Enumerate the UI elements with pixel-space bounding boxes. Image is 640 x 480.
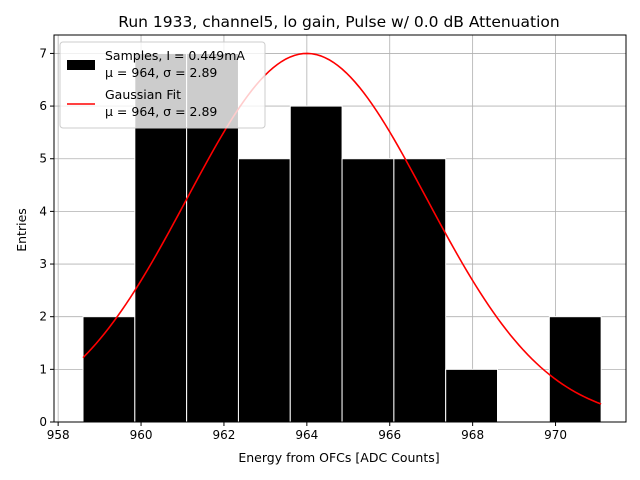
plot-frame xyxy=(53,34,627,423)
y-tick-label: 4 xyxy=(39,204,47,218)
legend-samples-label: Samples, I = 0.449mA xyxy=(105,48,245,63)
x-tick-label: 958 xyxy=(47,428,70,442)
x-tick-label: 964 xyxy=(295,428,318,442)
x-tick-label: 968 xyxy=(461,428,484,442)
histogram-bar xyxy=(445,368,499,423)
y-tick-label: 7 xyxy=(39,46,47,60)
chart-title: Run 1933, channel5, lo gain, Pulse w/ 0.… xyxy=(118,13,559,31)
legend-fit-label: Gaussian Fit xyxy=(105,87,181,102)
x-axis-label: Energy from OFCs [ADC Counts] xyxy=(238,450,439,465)
y-tick-label: 0 xyxy=(39,415,47,429)
x-tick-label: 960 xyxy=(130,428,153,442)
histogram-bars xyxy=(82,52,602,423)
y-tick-label: 6 xyxy=(39,99,47,113)
y-axis-label: Entries xyxy=(14,208,29,252)
y-tick-label: 5 xyxy=(39,152,47,166)
legend-fit-stats: μ = 964, σ = 2.89 xyxy=(105,104,217,119)
y-tick-label: 2 xyxy=(39,310,47,324)
y-tick-label: 3 xyxy=(39,257,47,271)
gaussian-fit-line xyxy=(82,52,602,405)
histogram-bar xyxy=(82,316,136,423)
y-tick-label: 1 xyxy=(39,362,47,376)
legend: Samples, I = 0.449mA μ = 964, σ = 2.89 G… xyxy=(59,41,266,129)
histogram-bar xyxy=(548,316,602,423)
x-tick-label: 962 xyxy=(212,428,235,442)
histogram-bar xyxy=(237,158,291,423)
x-tick-label: 966 xyxy=(378,428,401,442)
histogram-bar xyxy=(341,158,395,423)
legend-box xyxy=(59,41,266,129)
axis-ticks: 958 960 962 964 966 968 970 0 1 2 3 4 5 6 7 xyxy=(39,46,567,442)
histogram-bar xyxy=(289,105,343,423)
x-tick-label: 970 xyxy=(544,428,567,442)
legend-samples-stats: μ = 964, σ = 2.89 xyxy=(105,65,217,80)
histogram-bar xyxy=(393,158,447,423)
legend-samples-swatch xyxy=(67,60,95,70)
